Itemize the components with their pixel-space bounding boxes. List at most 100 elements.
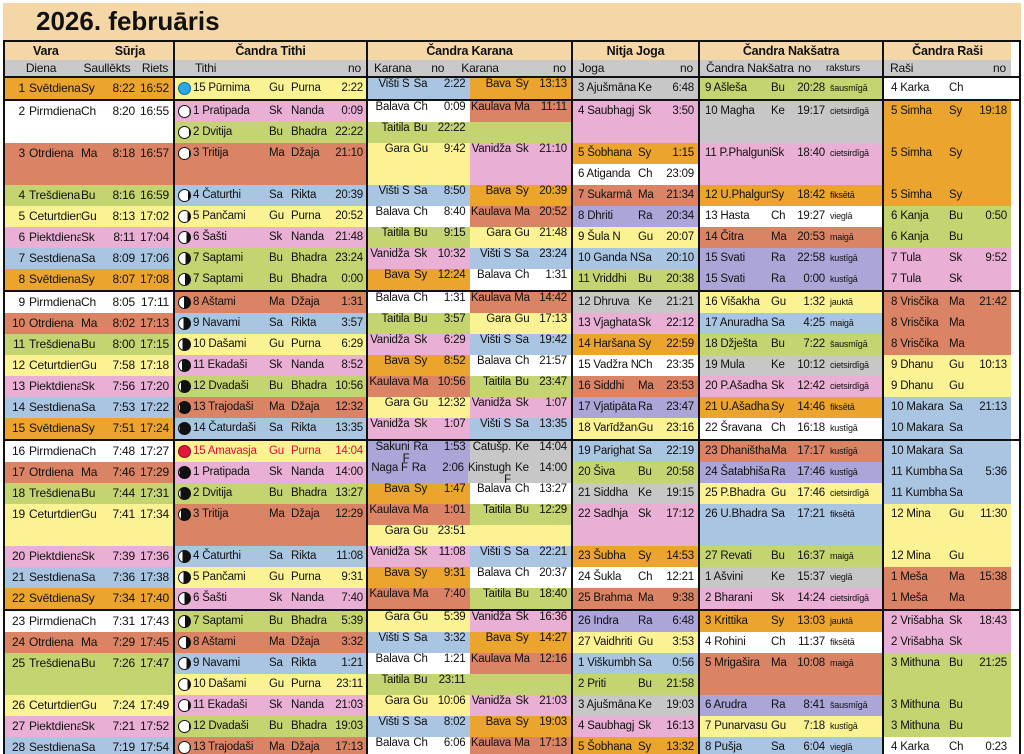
- karana-cell: Taitila Bu 12:29: [469, 504, 571, 525]
- joga-cell: 3 Ajušmāna Ke 19:03: [573, 695, 698, 716]
- tithi-end-time: 3:32: [341, 636, 363, 648]
- tithi-name: 6 Šašti: [193, 231, 227, 243]
- joga-cell: 1 Viškumbh Sa 0:56: [573, 653, 698, 674]
- karana-end-time: 14:42: [539, 292, 567, 304]
- joga-planet: Ma: [638, 592, 654, 604]
- karana-cell: Kaulava Ma 20:52: [469, 206, 571, 227]
- joga-name: 5 Šobhana: [578, 147, 632, 159]
- sub-header-row: Diena Saullēkts Riets Tithi no Karana no…: [5, 60, 1019, 78]
- nakshatra-planet: Sk: [771, 147, 785, 159]
- karana-column: Kaulava Ma 7:40 Taitila Bu 18:40: [368, 588, 573, 609]
- joga-planet: Bu: [638, 466, 652, 478]
- joga-end-time: 16:13: [666, 720, 694, 732]
- karana-cell: Balava Ch 0:09: [368, 101, 470, 122]
- joga-cell: 12 Dhruva Ke 21:21: [573, 292, 698, 313]
- nakshatra-end-time: 6:04: [803, 741, 825, 753]
- tithi-cell: 6 Šašti Sk Nanda 7:40: [175, 588, 366, 609]
- joga-end-time: 3:53: [672, 636, 694, 648]
- day-number: 26: [12, 698, 25, 712]
- nakshatra-end-time: 8:41: [803, 699, 825, 711]
- karana-line: Vanidža Sk 6:29 Višti S Sa 19:42: [368, 334, 571, 355]
- karana-planet: Sy: [515, 78, 529, 90]
- karana-name: Višti S: [480, 248, 511, 260]
- joga-planet: Sk: [638, 105, 652, 117]
- sunrise-time: 8:09: [112, 251, 135, 265]
- day-planet: Sk: [81, 379, 95, 393]
- sunrise-time: 7:56: [112, 379, 135, 393]
- karana-planet: Ma: [412, 504, 429, 516]
- tithi-end-time: 13:35: [335, 422, 363, 434]
- weekday-name: Pirmdiena: [29, 295, 81, 309]
- rashi-name: 1 Meša: [891, 571, 928, 583]
- day-number: 7: [18, 251, 25, 265]
- nakshatra-character: jauktā: [830, 297, 853, 307]
- karana-cell: Vanidža Sk 1:07: [368, 418, 470, 439]
- joga-column: 16 Siddhi Ma 23:53: [573, 376, 700, 397]
- karana-column: Bava Sy 8:52 Balava Ch 21:57: [368, 355, 573, 376]
- karana-name: Gara: [384, 143, 410, 155]
- tithi-column: 8 Aštami Ma Džaja 1:31: [175, 292, 368, 313]
- tithi-planet: Ma: [269, 636, 285, 648]
- joga-name: 20 Šiva: [578, 466, 615, 478]
- tithi-planet: Sk: [269, 592, 283, 604]
- tithi-column: 12 Dvadaši Bu Bhadra 10:56: [175, 376, 368, 397]
- karana-end-time: 11:08: [438, 546, 466, 558]
- tithi-group: Nanda: [291, 231, 324, 243]
- nakshatra-end-time: 19:27: [797, 210, 825, 222]
- vara-column: 9 Pirmdiena Ch 8:05 17:11: [5, 292, 175, 313]
- joga-name: 18 Varīdžana: [578, 422, 638, 434]
- karana-cell: Kinstugh F Ke 14:00: [467, 462, 571, 486]
- karana-cell: Višti S Sa 8:50: [368, 185, 470, 206]
- nakshatra-end-time: 18:42: [797, 189, 825, 201]
- karana-column: Balava Ch 1:31 Kaulava Ma 14:42: [368, 292, 573, 313]
- karana-planet: Gu: [413, 143, 428, 155]
- karana-column: Vanidža Sk 1:07 Višti S Sa 13:35: [368, 418, 573, 439]
- rashi-column: 11 Kumbha Sa 5:36: [884, 462, 1011, 483]
- nakshatra-character: cietsirdīgā: [830, 381, 869, 391]
- vara-cell: 16 Pirmdiena Ch 7:48 17:27: [5, 441, 173, 462]
- nakshatra-end-time: 16:18: [797, 422, 825, 434]
- sunset-time: 17:52: [139, 719, 169, 733]
- joga-planet: Sk: [638, 508, 652, 520]
- karana-cell: Kaulava Ma 10:56: [368, 376, 470, 397]
- tithi-group: Džaja: [291, 508, 320, 520]
- joga-cell: 11 Vriddhi Bu 20:38: [573, 269, 698, 290]
- sunrise-time: 7:48: [112, 444, 135, 458]
- karana-cell: Vanidža Sk 10:32: [368, 248, 470, 269]
- rashi-cell: 12 Mina Gu 11:30: [884, 504, 1011, 546]
- moon-icon-box: [175, 334, 193, 351]
- weekday-name: Ceturtdiena: [29, 507, 81, 521]
- moon-phase-icon: [177, 337, 191, 351]
- tithi-name: 12 Dvadaši: [193, 720, 249, 732]
- tithi-cell: 13 Trajodaši Ma Džaja 12:32: [175, 397, 366, 418]
- nakshatra-end-time: 14:24: [797, 592, 825, 604]
- karana-cell: Gara Gu 21:48: [469, 227, 571, 248]
- day-number: 17: [12, 465, 25, 479]
- nakshatra-cell: 8 Pušja Sa 6:04 vieglā: [700, 737, 882, 754]
- karana-column: Bava Sy 1:47 Balava Ch 13:27: [368, 483, 573, 504]
- moon-icon-box: [175, 248, 193, 265]
- joga-end-time: 19:03: [666, 699, 694, 711]
- rashi-column: 4 Karka Ch: [884, 78, 1011, 99]
- joga-end-time: 22:12: [666, 317, 694, 329]
- rashi-column: 1 Meša Ma 15:38: [884, 567, 1011, 588]
- tithi-name: 15 Pūrnima: [193, 82, 250, 94]
- tithi-group: Džaja: [291, 741, 320, 753]
- karana-cell: Taitila Bu 22:22: [368, 122, 470, 143]
- moon-icon-box: [175, 632, 193, 649]
- joga-cell: 16 Siddhi Ma 23:53: [573, 376, 698, 397]
- tithi-cell: 10 Dašami Gu Purna 23:11: [175, 674, 366, 695]
- day-planet: Ch: [81, 444, 96, 458]
- karana-cell: Vanidža Sk 6:29: [368, 334, 470, 355]
- day-row: 4 Trešdiena Bu 8:16 16:59 4 Čaturthi Sa Rikta 20…: [5, 185, 1019, 206]
- joga-column: 4 Saubhagj Sk 3:50: [573, 101, 700, 143]
- joga-planet: Ch: [638, 359, 653, 371]
- tithi-planet: Ma: [269, 741, 285, 753]
- nakshatra-planet: Sy: [771, 615, 785, 627]
- weekday-name: Otrdiena: [29, 316, 74, 330]
- karana-column: Taitila Bu 9:15 Gara Gu 21:48: [368, 227, 573, 248]
- joga-name: 5 Šobhana: [578, 741, 632, 753]
- nakshatra-character: cietsirdīgā: [830, 488, 869, 498]
- tithi-column: 5 Pančami Gu Purna 9:31: [175, 567, 368, 588]
- joga-column: 3 Ajušmāna Ke 19:03: [573, 695, 700, 716]
